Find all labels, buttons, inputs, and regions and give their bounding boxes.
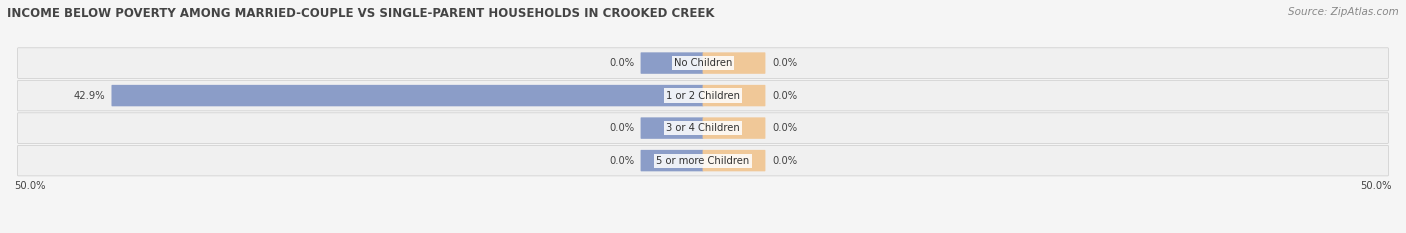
Text: INCOME BELOW POVERTY AMONG MARRIED-COUPLE VS SINGLE-PARENT HOUSEHOLDS IN CROOKED: INCOME BELOW POVERTY AMONG MARRIED-COUPL… xyxy=(7,7,714,20)
FancyBboxPatch shape xyxy=(17,80,1389,111)
FancyBboxPatch shape xyxy=(703,52,765,74)
FancyBboxPatch shape xyxy=(703,85,765,106)
FancyBboxPatch shape xyxy=(703,150,765,171)
Legend: Married Couples, Single Parents: Married Couples, Single Parents xyxy=(591,231,815,233)
Text: No Children: No Children xyxy=(673,58,733,68)
FancyBboxPatch shape xyxy=(17,113,1389,143)
Text: 0.0%: 0.0% xyxy=(609,123,634,133)
FancyBboxPatch shape xyxy=(641,117,703,139)
Text: 50.0%: 50.0% xyxy=(14,181,45,191)
FancyBboxPatch shape xyxy=(641,150,703,171)
Text: 0.0%: 0.0% xyxy=(609,156,634,166)
Text: 0.0%: 0.0% xyxy=(772,156,797,166)
Text: 0.0%: 0.0% xyxy=(609,58,634,68)
Text: 0.0%: 0.0% xyxy=(772,123,797,133)
FancyBboxPatch shape xyxy=(17,48,1389,78)
Text: 3 or 4 Children: 3 or 4 Children xyxy=(666,123,740,133)
FancyBboxPatch shape xyxy=(703,117,765,139)
Text: 5 or more Children: 5 or more Children xyxy=(657,156,749,166)
Text: 0.0%: 0.0% xyxy=(772,58,797,68)
Text: 0.0%: 0.0% xyxy=(772,91,797,101)
Text: 1 or 2 Children: 1 or 2 Children xyxy=(666,91,740,101)
Text: Source: ZipAtlas.com: Source: ZipAtlas.com xyxy=(1288,7,1399,17)
FancyBboxPatch shape xyxy=(641,52,703,74)
Text: 50.0%: 50.0% xyxy=(1361,181,1392,191)
FancyBboxPatch shape xyxy=(111,85,703,106)
Text: 42.9%: 42.9% xyxy=(73,91,105,101)
FancyBboxPatch shape xyxy=(17,145,1389,176)
